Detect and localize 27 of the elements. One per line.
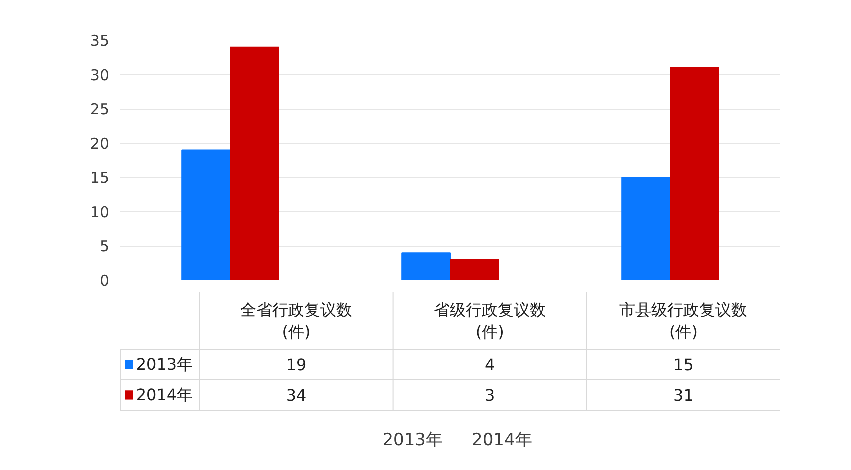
data-label: 34 — [286, 386, 307, 406]
data-label: 3 — [485, 386, 496, 406]
bar — [450, 259, 500, 280]
bar — [230, 46, 280, 280]
data-label: 15 — [674, 356, 694, 375]
y-tick-label: 0 — [100, 272, 110, 290]
y-tick-label: 5 — [100, 238, 110, 256]
y-tick-label: 10 — [90, 203, 110, 222]
x-tick-label: 全省行政复议数 (件) — [240, 300, 352, 342]
x-tick-label: 市县级行政复议数 (件) — [620, 300, 748, 342]
bar — [622, 177, 671, 280]
y-tick-label: 15 — [90, 169, 110, 188]
y-tick-label: 25 — [90, 100, 110, 119]
bar — [402, 252, 451, 280]
data-label: 31 — [674, 386, 694, 406]
data-label: 4 — [485, 356, 496, 375]
bar — [182, 150, 231, 280]
legend-label: 2014年 — [136, 386, 194, 405]
x-tick-label: 省级行政复议数 (件) — [434, 300, 546, 342]
y-tick-label: 30 — [90, 66, 110, 84]
bar — [670, 67, 720, 280]
text: 2013年 — [382, 430, 443, 450]
legend-label: 2013年 — [136, 355, 194, 374]
data-label: 19 — [286, 356, 307, 375]
text: 2014年 — [472, 430, 532, 450]
y-tick-label: 20 — [90, 134, 110, 153]
y-tick-label: 35 — [90, 32, 110, 50]
